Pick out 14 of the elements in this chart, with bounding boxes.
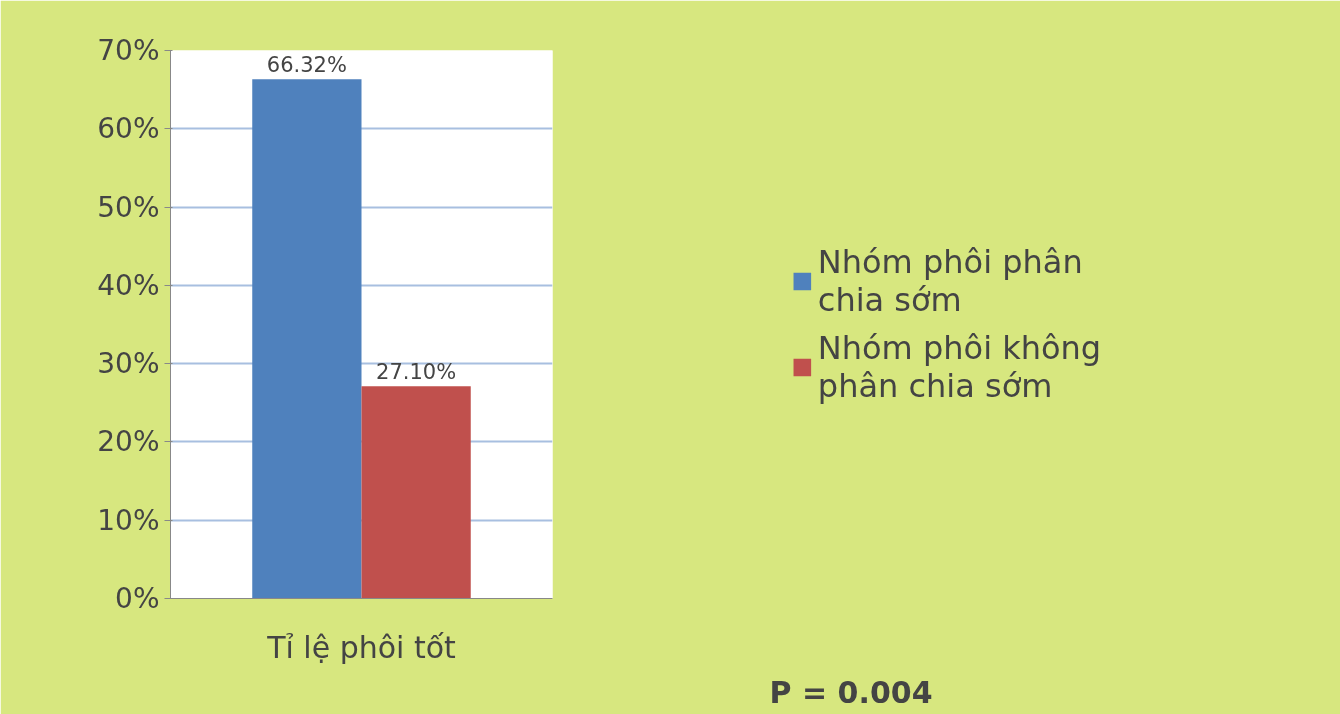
text: P = 0.004 bbox=[769, 674, 933, 710]
y-tick-label: 0% bbox=[115, 582, 160, 615]
y-tick-label: 40% bbox=[97, 268, 160, 302]
y-tick-label: 10% bbox=[97, 503, 160, 537]
y-tick-label: 70% bbox=[97, 34, 160, 67]
x-tick-label: Tỉ lệ phôi tốt bbox=[266, 629, 457, 665]
y-tick-label: 50% bbox=[97, 190, 160, 224]
legend-label: Nhóm phôi phân chia sớm bbox=[817, 243, 1083, 319]
legend-label: Nhóm phôi không phân chia sớm bbox=[817, 329, 1102, 405]
y-tick-label: 60% bbox=[97, 112, 160, 146]
y-tick-label: 30% bbox=[97, 347, 160, 381]
y-tick-label: 20% bbox=[97, 425, 160, 459]
data-label: 66.32% bbox=[266, 53, 347, 78]
data-label: 27.10% bbox=[376, 360, 457, 385]
